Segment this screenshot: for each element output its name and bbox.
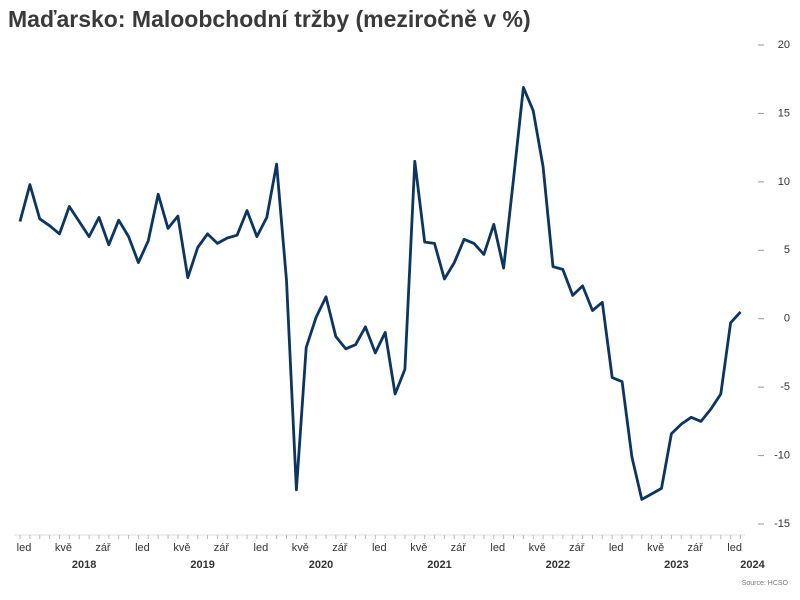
x-tick-label: kvě [647,542,664,554]
x-tick-label: zář [332,542,348,554]
x-tick-label: kvě [173,542,190,554]
x-tick-label: zář [688,542,704,554]
x-tick-label: zář [569,542,585,554]
x-tick-label: zář [95,542,111,554]
y-tick-label: -15 [774,518,790,530]
x-tick-label: zář [451,542,467,554]
x-tick-label: led [490,542,505,554]
year-label: 2019 [190,559,214,571]
x-tick-label: led [135,542,150,554]
y-tick-label: -5 [780,381,790,393]
year-label: 2024 [740,559,765,571]
x-tick-label: zář [214,542,230,554]
x-tick-label: led [372,542,387,554]
y-tick-label: 15 [778,107,790,119]
source: Source: HCSO [742,580,789,587]
x-tick-label: led [609,542,624,554]
chart-title: Maďarsko: Maloobchodní tržby (meziročně … [8,6,531,32]
year-label: 2023 [664,559,688,571]
y-tick-label: 20 [778,39,790,51]
x-tick-label: kvě [55,542,72,554]
x-tick-label: led [17,542,32,554]
data-line [18,86,742,501]
x-tick-label: led [727,542,742,554]
year-label: 2020 [309,559,333,571]
y-tick-label: 0 [784,313,790,325]
y-tick-label: 10 [778,176,790,188]
x-tick-label: kvě [292,542,309,554]
year-label: 2022 [546,559,570,571]
x-tick-label: kvě [410,542,427,554]
y-tick-label: 5 [784,244,790,256]
year-label: 2021 [427,559,451,571]
year-label: 2018 [72,559,96,571]
x-tick-label: led [254,542,269,554]
y-tick-label: -10 [774,449,790,461]
x-tick-label: kvě [529,542,546,554]
